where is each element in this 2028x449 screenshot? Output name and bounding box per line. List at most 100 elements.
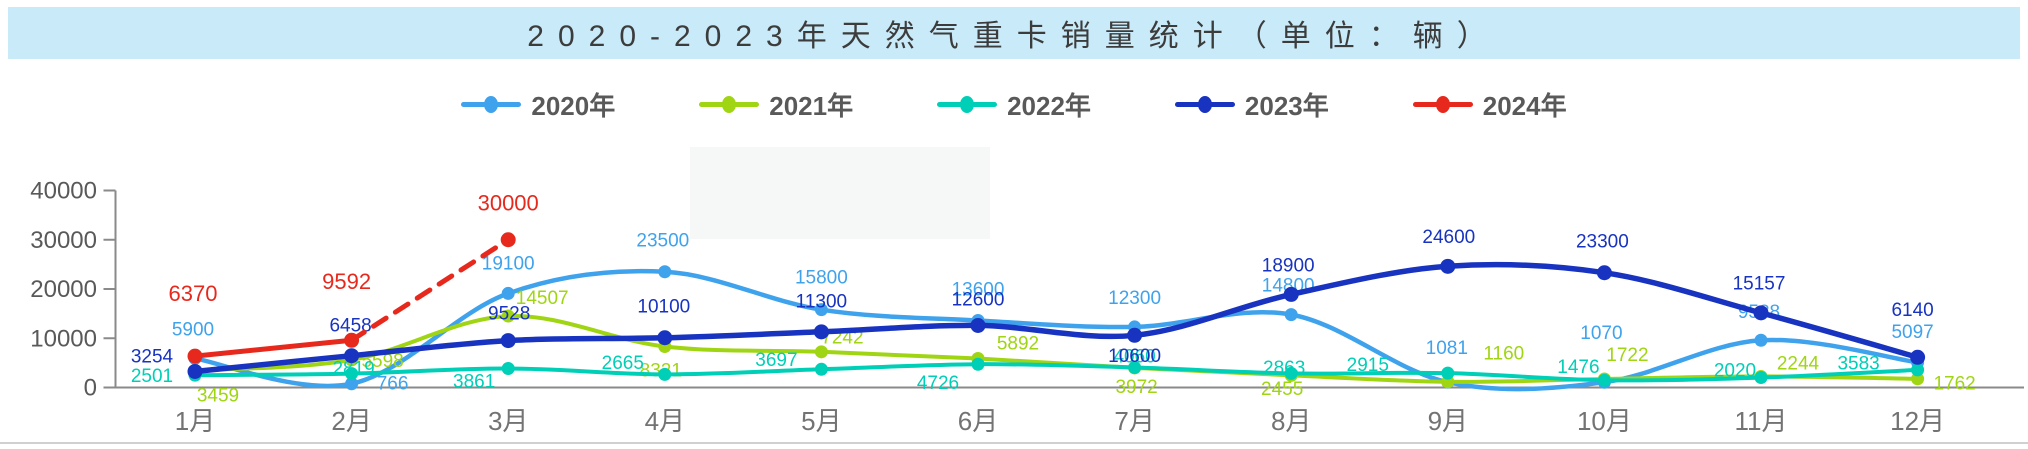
x-axis-label: 5月 bbox=[801, 406, 841, 436]
data-label-2023: 10100 bbox=[637, 297, 690, 318]
data-label-2022: 1476 bbox=[1557, 357, 1599, 378]
data-label-2023: 11300 bbox=[796, 292, 847, 313]
data-label-2023: 24600 bbox=[1422, 227, 1475, 248]
data-point-2022 bbox=[1284, 366, 1298, 380]
data-label-2020: 5900 bbox=[172, 319, 214, 340]
title-bar: 2020-2023年天然气重卡销量统计（单位：辆） bbox=[8, 7, 2020, 59]
data-label-2024: 30000 bbox=[478, 191, 539, 216]
x-axis-label: 10月 bbox=[1577, 406, 1632, 436]
data-point-2021 bbox=[1911, 372, 1925, 386]
legend-line-marker-icon bbox=[461, 95, 522, 113]
data-point-2022 bbox=[1597, 373, 1611, 387]
y-tick-label: 20000 bbox=[30, 276, 97, 303]
legend-line-marker-icon bbox=[1412, 95, 1473, 113]
data-label-2021: 3459 bbox=[197, 385, 239, 406]
legend-item-2023[interactable]: 2023年 bbox=[1174, 86, 1329, 123]
data-label-2020: 19100 bbox=[482, 253, 535, 274]
data-label-2023: 6140 bbox=[1891, 300, 1933, 321]
data-point-2022 bbox=[1128, 361, 1142, 375]
data-label-2022: 2915 bbox=[1347, 355, 1389, 376]
data-label-2021: 1722 bbox=[1606, 345, 1648, 366]
data-point-2023 bbox=[1910, 349, 1926, 365]
data-label-2021: 2244 bbox=[1777, 353, 1820, 374]
legend-item-2022[interactable]: 2022年 bbox=[937, 86, 1091, 123]
data-label-2020: 1081 bbox=[1426, 338, 1468, 359]
data-label-2023: 23300 bbox=[1576, 232, 1629, 253]
data-point-2022 bbox=[1754, 371, 1768, 385]
chart-title: 2020-2023年天然气重卡销量统计（单位：辆） bbox=[527, 20, 1501, 53]
x-axis-label: 8月 bbox=[1271, 406, 1311, 436]
x-axis-label: 3月 bbox=[488, 406, 528, 436]
data-label-2022: 3861 bbox=[453, 371, 495, 392]
x-axis-label: 9月 bbox=[1428, 406, 1468, 436]
data-label-2023: 3254 bbox=[131, 346, 174, 367]
data-label-2022: 2020 bbox=[1714, 360, 1756, 381]
data-point-2022 bbox=[658, 367, 672, 381]
data-point-2023 bbox=[344, 348, 360, 364]
watermark-patch bbox=[690, 147, 990, 239]
data-label-2023: 10600 bbox=[1108, 346, 1161, 367]
data-point-2023 bbox=[1753, 305, 1769, 321]
data-point-2023 bbox=[1127, 327, 1143, 343]
data-label-2024: 9592 bbox=[322, 269, 371, 294]
data-label-2023: 15157 bbox=[1733, 274, 1786, 295]
legend: 2020年 2021年 2022年 2023年 2024年 bbox=[0, 86, 2028, 122]
data-label-2022: 3697 bbox=[755, 350, 797, 371]
data-label-2024: 6370 bbox=[169, 281, 218, 306]
series-segment-2024-dashed bbox=[349, 237, 511, 343]
data-point-2020 bbox=[1284, 308, 1298, 322]
data-label-2020: 15800 bbox=[795, 268, 848, 289]
y-tick-label: 40000 bbox=[30, 178, 97, 205]
data-label-2023: 12600 bbox=[952, 289, 1005, 310]
data-label-2021: 3972 bbox=[1115, 377, 1157, 398]
data-point-2023 bbox=[1440, 258, 1456, 274]
data-label-2022: 4726 bbox=[917, 373, 959, 394]
data-point-2020 bbox=[1754, 333, 1768, 347]
y-tick-label: 0 bbox=[84, 375, 97, 402]
y-tick-label: 10000 bbox=[30, 325, 97, 352]
series-line-2023 bbox=[192, 261, 1921, 375]
data-label-2021: 1762 bbox=[1933, 374, 1975, 395]
data-label-2022: 2863 bbox=[1263, 358, 1305, 379]
x-axis-label: 6月 bbox=[958, 406, 998, 436]
legend-label: 2024年 bbox=[1482, 90, 1567, 121]
data-point-2024 bbox=[344, 332, 360, 348]
data-label-2022: 3583 bbox=[1837, 354, 1879, 375]
x-axis-label: 4月 bbox=[645, 406, 685, 436]
data-label-2020: 1070 bbox=[1580, 323, 1622, 344]
y-tick-label: 30000 bbox=[30, 227, 97, 254]
data-label-2020: 13600 bbox=[952, 279, 1005, 300]
legend-item-2024[interactable]: 2024年 bbox=[1412, 86, 1567, 123]
data-point-2022 bbox=[501, 361, 515, 375]
data-point-2022 bbox=[345, 367, 359, 381]
data-label-2020: 12300 bbox=[1108, 288, 1161, 309]
data-label-2021: 5892 bbox=[997, 333, 1039, 354]
data-point-2022 bbox=[971, 357, 985, 371]
data-label-2022: 2819 bbox=[332, 358, 374, 379]
data-point-2022 bbox=[814, 362, 828, 376]
data-label-2020: 5097 bbox=[1891, 322, 1933, 343]
data-point-2020 bbox=[345, 377, 359, 391]
data-point-2020 bbox=[814, 303, 828, 317]
x-axis-label: 7月 bbox=[1114, 406, 1154, 436]
data-point-2022 bbox=[1441, 366, 1455, 380]
legend-label: 2023年 bbox=[1244, 90, 1329, 121]
data-point-2023 bbox=[657, 330, 673, 346]
data-point-2023 bbox=[970, 317, 986, 333]
data-label-2022: 2501 bbox=[131, 366, 173, 387]
data-point-2020 bbox=[658, 265, 672, 279]
data-label-2020: 766 bbox=[377, 374, 409, 395]
legend-line-marker-icon bbox=[1174, 95, 1235, 113]
legend-item-2021[interactable]: 2021年 bbox=[699, 86, 853, 123]
data-label-2023: 18900 bbox=[1262, 255, 1315, 276]
data-label-2021: 14507 bbox=[516, 288, 569, 309]
data-point-2023 bbox=[500, 333, 516, 349]
data-label-2022: 4060 bbox=[1113, 346, 1155, 367]
legend-item-2020[interactable]: 2020年 bbox=[461, 86, 615, 123]
x-axis-label: 2月 bbox=[331, 406, 371, 436]
x-axis-label: 11月 bbox=[1735, 406, 1788, 436]
legend-line-marker-icon bbox=[937, 95, 998, 113]
legend-label: 2022年 bbox=[1007, 90, 1091, 121]
data-point-2023 bbox=[813, 324, 829, 340]
